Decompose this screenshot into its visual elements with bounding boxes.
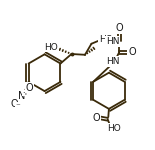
Text: O: O <box>93 113 100 123</box>
Text: O: O <box>26 82 33 93</box>
Text: HN: HN <box>107 57 120 66</box>
Text: O: O <box>128 47 136 57</box>
Text: HO: HO <box>44 43 58 52</box>
Text: ⁻: ⁻ <box>15 103 20 112</box>
Text: HO: HO <box>107 123 121 132</box>
Text: +: + <box>22 90 28 96</box>
Text: O: O <box>11 99 18 109</box>
Text: HN: HN <box>106 37 119 46</box>
Text: HO: HO <box>99 35 113 44</box>
Text: N: N <box>18 92 25 101</box>
Text: O: O <box>115 23 123 33</box>
